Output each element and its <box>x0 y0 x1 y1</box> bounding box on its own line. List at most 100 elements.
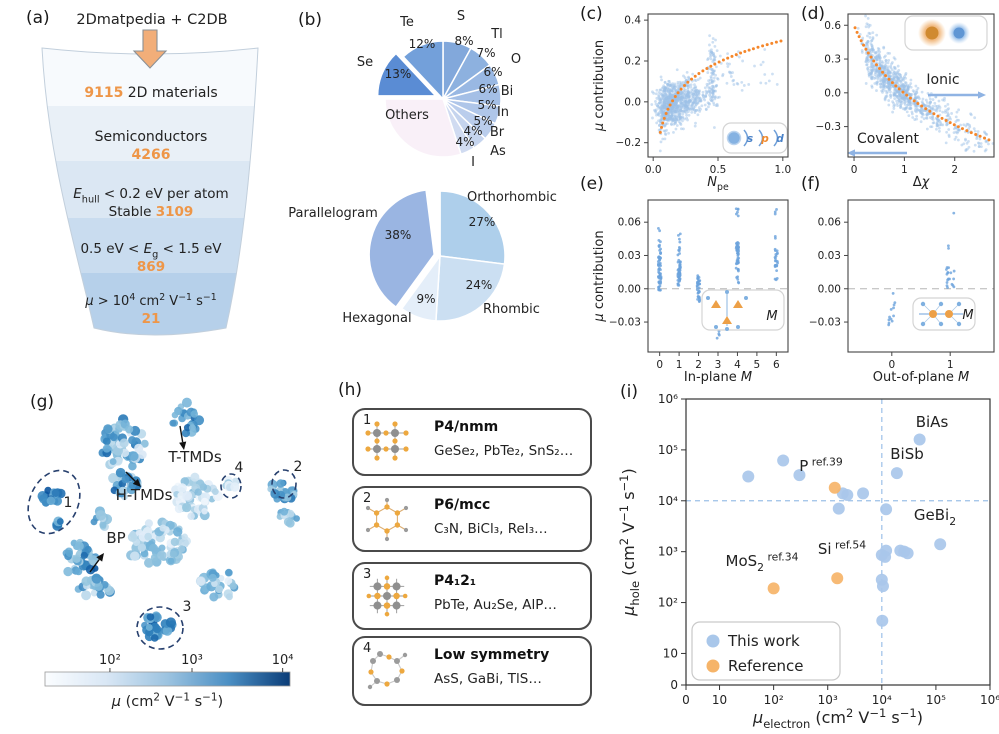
card-number: 1 <box>363 413 372 428</box>
pie-pie_lattice <box>368 189 506 322</box>
tsne-points <box>37 397 300 642</box>
svg-text:38%: 38% <box>385 228 412 242</box>
svg-text:9%: 9% <box>416 292 435 306</box>
svg-text:10³: 10³ <box>818 693 838 707</box>
card-number: 4 <box>363 641 372 656</box>
inplane-strip-chart: 0 1 2 3 4 5 6 −0.03 0.00 0.03 0.06 In-plane M μ cont… <box>592 199 789 385</box>
svg-text:24%: 24% <box>466 278 493 292</box>
svg-text:3: 3 <box>715 359 722 371</box>
svg-text:21: 21 <box>142 311 161 327</box>
svg-text:As: As <box>490 144 506 159</box>
panel-a-label: (a) <box>26 8 50 28</box>
panel-h-label: (h) <box>338 380 363 400</box>
svg-text:−0.03: −0.03 <box>609 317 641 329</box>
svg-text:1: 1 <box>947 359 954 371</box>
down-arrow-icon <box>132 29 168 69</box>
scatter-points <box>650 34 779 153</box>
svg-text:2: 2 <box>294 459 303 475</box>
svg-text:GeBi2: GeBi2 <box>914 506 956 528</box>
svg-text:5: 5 <box>754 359 761 371</box>
svg-text:2: 2 <box>951 164 958 176</box>
svg-text:3: 3 <box>183 599 192 615</box>
distribution-pie-charts: 8%S7%Tl6%O6% Bi5% In5%Br4%As4%IOthers13%Se… <box>288 9 557 326</box>
svg-text:Br: Br <box>490 125 505 140</box>
svg-text:Hexagonal: Hexagonal <box>342 311 411 326</box>
svg-text:0.0: 0.0 <box>624 96 641 108</box>
example-materials: C₃N, BiCl₃, ReI₃… <box>434 521 548 537</box>
svg-text:0.06: 0.06 <box>818 217 842 229</box>
svg-text:In-plane M: In-plane M <box>684 370 752 385</box>
dense-square-lattice-icon <box>366 575 408 617</box>
svg-text:Ehull < 0.2 eV per atom: Ehull < 0.2 eV per atom <box>73 186 228 205</box>
svg-text:10⁴: 10⁴ <box>272 653 294 668</box>
svg-text:0.4: 0.4 <box>624 15 641 27</box>
panel-c-label: (c) <box>580 4 603 24</box>
svg-text:This work: This work <box>727 632 800 650</box>
svg-text:10³: 10³ <box>658 545 678 559</box>
svg-text:10²: 10² <box>764 693 784 707</box>
series-this-work <box>742 433 947 627</box>
svg-text:10⁶: 10⁶ <box>658 392 678 406</box>
mobility-scatter-chart: BiAs BiSb GeBi2 P ref.39 MoS2 ref.34 Si ref.5… <box>617 392 999 731</box>
svg-text:13%: 13% <box>385 67 412 81</box>
svg-text:10²: 10² <box>99 653 121 668</box>
svg-text:0.00: 0.00 <box>618 283 641 295</box>
svg-text:10: 10 <box>663 646 678 660</box>
svg-text:0.5: 0.5 <box>710 164 727 176</box>
card-number: 2 <box>363 491 372 506</box>
svg-text:MoS2 ref.34: MoS2 ref.34 <box>726 550 799 574</box>
low-symmetry-lattice-icon <box>367 651 408 690</box>
svg-text:Semiconductors: Semiconductors <box>95 129 208 145</box>
svg-text:S: S <box>457 9 465 24</box>
svg-text:−0.3: −0.3 <box>816 121 842 133</box>
structure-card-4: 4 Low symmetry AsS, GaBi, TlS… <box>352 636 592 706</box>
svg-text:Si ref.54: Si ref.54 <box>818 538 866 558</box>
svg-text:0.6: 0.6 <box>824 20 841 32</box>
tsne-cluster-map: 1 2 3 4 T-TMDs H-TMDs BP 10² 10³ 10⁴ μ (cm2 V−1 s−… <box>27 397 303 710</box>
svg-text:869: 869 <box>137 259 165 275</box>
svg-text:μ contribution: μ contribution <box>592 230 607 322</box>
svg-text:2: 2 <box>695 359 702 371</box>
svg-text:1: 1 <box>676 359 683 371</box>
svg-text:0.0: 0.0 <box>645 164 662 176</box>
svg-text:4: 4 <box>235 460 244 476</box>
example-materials: AsS, GaBi, TlS… <box>434 671 542 687</box>
panel-b-label: (b) <box>298 10 323 30</box>
space-group-title: P6/mcc <box>434 497 491 513</box>
svg-text:M: M <box>962 308 973 323</box>
svg-text:Se: Se <box>357 55 373 70</box>
npe-scatter-chart: 0.0 0.5 1.0 −0.2 0.0 0.2 0.4 Npe μ contribution s… <box>592 13 791 193</box>
panel-d-label: (d) <box>801 4 826 24</box>
svg-text:4%: 4% <box>455 135 474 149</box>
svg-text:μ (cm2 V−1 s−1): μ (cm2 V−1 s−1) <box>111 691 223 710</box>
svg-text:10⁵: 10⁵ <box>926 693 946 707</box>
svg-text:10⁵: 10⁵ <box>658 443 678 457</box>
svg-text:Reference: Reference <box>728 657 804 675</box>
svg-text:6%: 6% <box>478 82 497 96</box>
electronegativity-scatter-chart: 0 1 2 −0.3 0.0 0.3 0.6 Δχ Ionic Covalent <box>816 13 995 190</box>
svg-text:1.0: 1.0 <box>774 164 791 176</box>
card-number: 3 <box>363 567 372 582</box>
svg-text:d: d <box>776 133 784 145</box>
svg-text:Te: Te <box>399 15 414 30</box>
svg-text:0.00: 0.00 <box>818 283 841 295</box>
svg-text:5%: 5% <box>477 98 496 112</box>
square-lattice-icon <box>365 421 409 461</box>
svg-text:8%: 8% <box>454 34 473 48</box>
svg-text:0.06: 0.06 <box>618 217 642 229</box>
svg-text:0: 0 <box>656 359 663 371</box>
svg-text:4: 4 <box>734 359 741 371</box>
svg-text:5%: 5% <box>473 114 492 128</box>
svg-text:p: p <box>760 133 769 145</box>
svg-text:Out-of-plane M: Out-of-plane M <box>873 370 969 385</box>
svg-text:−0.03: −0.03 <box>809 317 841 329</box>
svg-text:1: 1 <box>64 495 73 511</box>
svg-text:9115 2D materials: 9115 2D materials <box>84 85 217 101</box>
svg-text:O: O <box>511 52 521 67</box>
svg-text:1: 1 <box>901 164 908 176</box>
svg-text:10²: 10² <box>658 596 678 610</box>
svg-text:Npe: Npe <box>707 175 729 193</box>
svg-text:0.03: 0.03 <box>818 250 841 262</box>
structure-card-1: 1 P4/nmm GeSe₂, PbTe₂, SnS₂… <box>352 408 592 476</box>
svg-text:μhole (cm2 V−1 s−1): μhole (cm2 V−1 s−1) <box>617 468 642 617</box>
